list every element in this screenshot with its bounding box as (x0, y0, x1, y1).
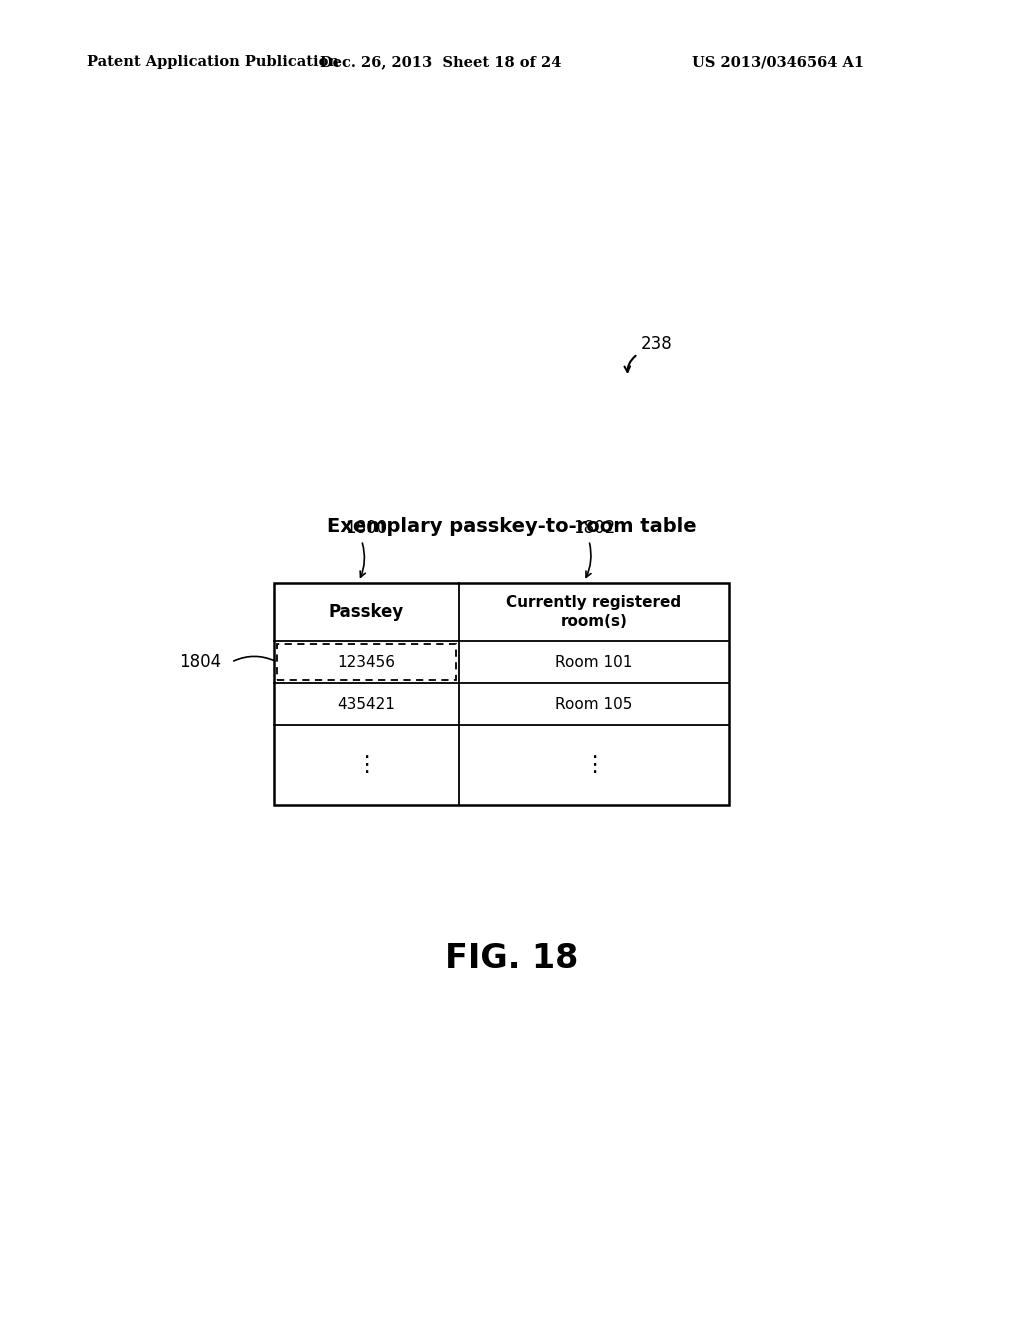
Text: Dec. 26, 2013  Sheet 18 of 24: Dec. 26, 2013 Sheet 18 of 24 (319, 55, 561, 69)
Text: Room 101: Room 101 (555, 655, 633, 669)
Text: ⋮: ⋮ (583, 755, 605, 775)
Text: Currently registered
room(s): Currently registered room(s) (506, 595, 682, 630)
Bar (274, 583, 729, 805)
Text: US 2013/0346564 A1: US 2013/0346564 A1 (692, 55, 864, 69)
Text: 1802: 1802 (572, 520, 615, 537)
Text: Room 105: Room 105 (555, 697, 633, 711)
Text: 238: 238 (641, 335, 673, 352)
Text: 123456: 123456 (338, 655, 395, 669)
Text: Patent Application Publication: Patent Application Publication (87, 55, 339, 69)
Text: 1800: 1800 (345, 520, 388, 537)
Text: Passkey: Passkey (329, 603, 404, 622)
Text: 1804: 1804 (179, 653, 221, 671)
Text: 435421: 435421 (338, 697, 395, 711)
Bar (278, 644, 456, 680)
Text: Exemplary passkey-to-room table: Exemplary passkey-to-room table (328, 517, 696, 536)
Text: FIG. 18: FIG. 18 (445, 942, 579, 974)
Text: ⋮: ⋮ (355, 755, 378, 775)
